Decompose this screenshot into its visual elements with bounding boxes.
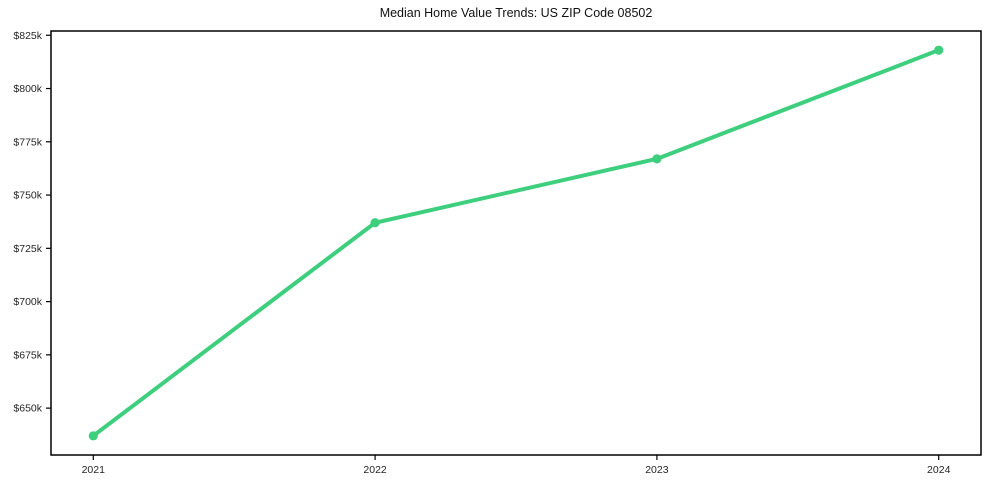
y-tick-label: $700k [13, 296, 42, 308]
plot-border [50, 30, 982, 456]
x-tick-label: 2021 [82, 464, 106, 476]
x-tick-label: 2023 [645, 464, 669, 476]
data-point-marker [88, 431, 98, 441]
y-tick-label: $675k [13, 349, 42, 361]
y-tick-label: $750k [13, 190, 42, 202]
y-tick-label: $725k [13, 243, 42, 255]
y-tick-label: $650k [13, 403, 42, 415]
data-point-marker [652, 154, 662, 164]
x-tick-label: 2024 [927, 464, 951, 476]
x-tick-label: 2022 [363, 464, 387, 476]
y-tick-label: $775k [13, 136, 42, 148]
y-tick-label: $825k [13, 30, 42, 42]
y-tick-label: $800k [13, 83, 42, 95]
chart-title: Median Home Value Trends: US ZIP Code 08… [379, 6, 653, 20]
data-point-marker [934, 45, 944, 55]
trend-line [91, 48, 941, 438]
data-point-marker [370, 218, 380, 228]
